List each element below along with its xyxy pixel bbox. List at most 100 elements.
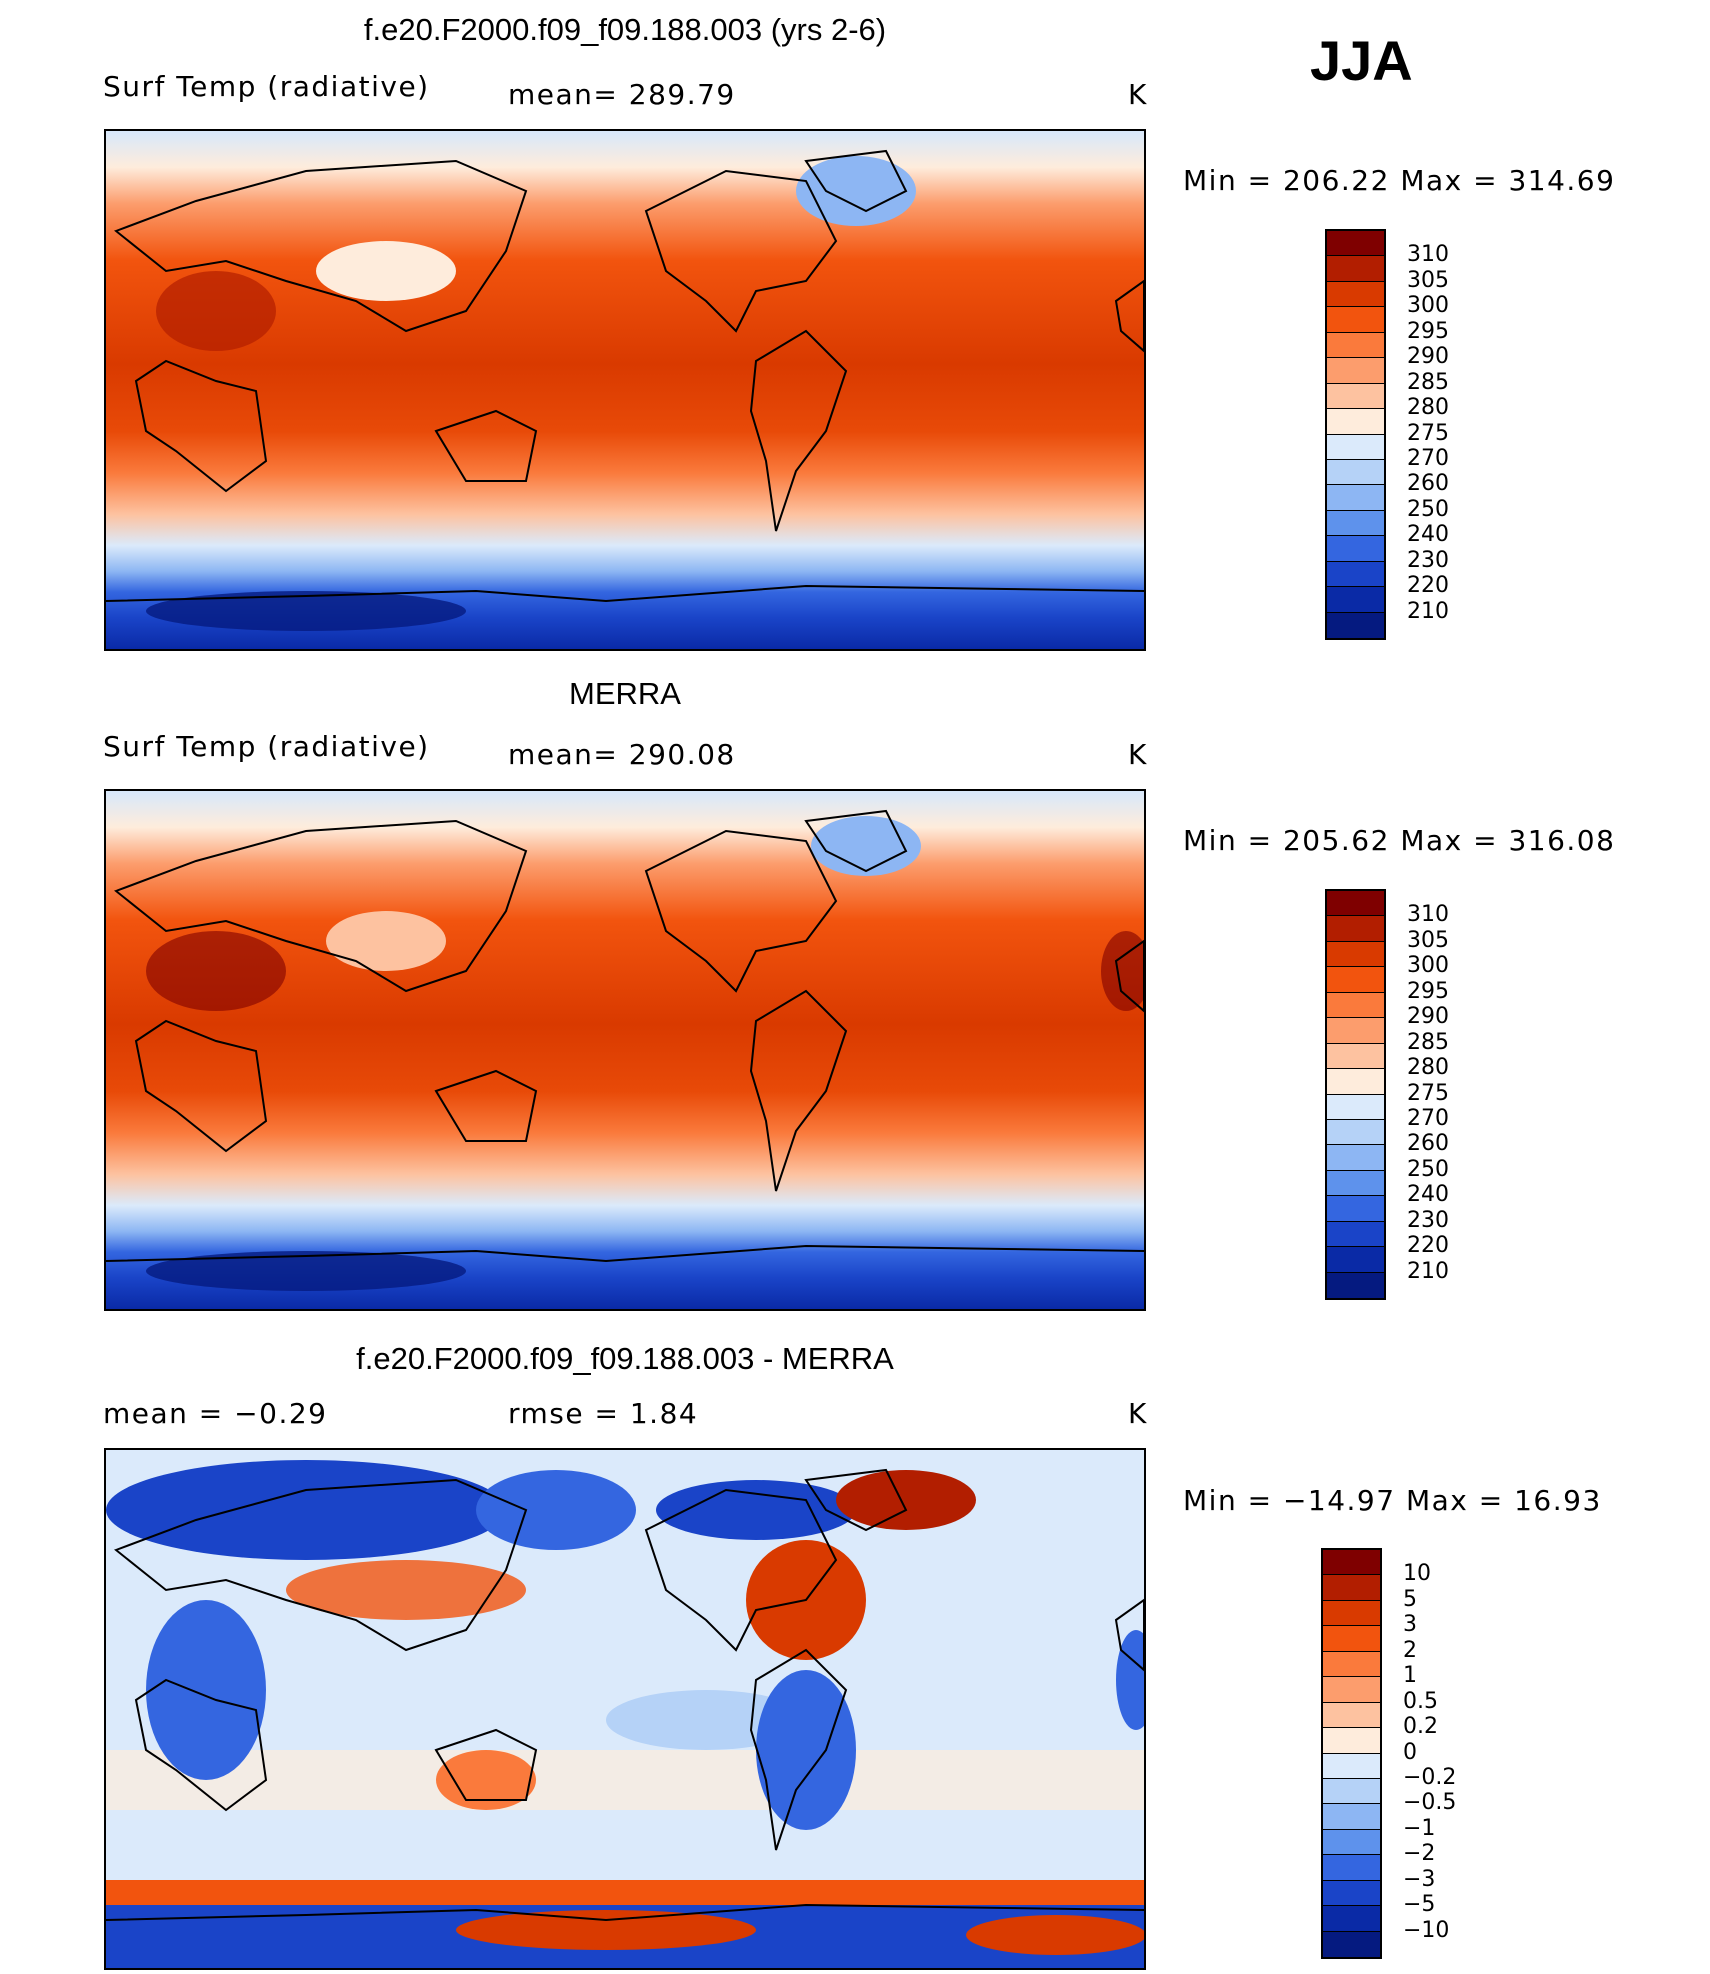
colorbar-box <box>1327 256 1384 282</box>
colorbar-box <box>1323 1600 1380 1627</box>
panel3-units: K <box>1128 1397 1148 1430</box>
season-label: JJA <box>1310 29 1413 92</box>
colorbar-label: 240 <box>1407 522 1449 548</box>
colorbar-box <box>1323 1778 1380 1805</box>
colorbar-label: 210 <box>1407 598 1449 624</box>
colorbar-label: 250 <box>1407 496 1449 522</box>
colorbar-label: 310 <box>1407 902 1449 928</box>
colorbar-box <box>1327 1043 1384 1070</box>
colorbar-label: 260 <box>1407 471 1449 497</box>
colorbar-label: −0.5 <box>1403 1790 1457 1816</box>
panel1-title: f.e20.F2000.f09_f09.188.003 (yrs 2-6) <box>363 12 887 47</box>
colorbar-label: −3 <box>1403 1866 1436 1892</box>
panel3-minmax: Min = −14.97 Max = 16.93 <box>1183 1484 1602 1517</box>
colorbar-box <box>1327 510 1384 537</box>
colorbar-label: 280 <box>1407 1055 1449 1081</box>
colorbar-box <box>1323 1651 1380 1678</box>
colorbar-label: 290 <box>1407 344 1449 370</box>
colorbar-box <box>1323 1677 1380 1703</box>
colorbar-label: 305 <box>1407 927 1449 953</box>
colorbar-box <box>1327 358 1384 384</box>
colorbar-box <box>1327 1272 1384 1298</box>
colorbar-box <box>1327 1094 1384 1120</box>
colorbar-label: 230 <box>1407 547 1449 573</box>
colorbar-box <box>1327 536 1384 562</box>
colorbar-box <box>1327 1069 1384 1095</box>
colorbar-box <box>1327 1170 1384 1197</box>
colorbar-box <box>1323 1626 1380 1652</box>
colorbar-label: −2 <box>1403 1841 1436 1867</box>
panel1-colorbar <box>1325 229 1386 640</box>
colorbar-box <box>1323 1855 1380 1881</box>
colorbar-box <box>1323 1753 1380 1779</box>
panel2-mean: mean= 290.08 <box>508 738 736 771</box>
colorbar-box <box>1323 1931 1380 1957</box>
colorbar-box <box>1327 231 1384 257</box>
colorbar-label: 0.2 <box>1403 1714 1438 1740</box>
colorbar-box <box>1327 891 1384 917</box>
colorbar-box <box>1327 434 1384 460</box>
colorbar-label: 260 <box>1407 1131 1449 1157</box>
colorbar-box <box>1323 1702 1380 1729</box>
colorbar-label: −1 <box>1403 1815 1436 1841</box>
panel2-title: MERRA <box>569 676 681 711</box>
colorbar-label: 295 <box>1407 978 1449 1004</box>
colorbar-box <box>1327 967 1384 993</box>
colorbar-label: 1 <box>1403 1663 1417 1689</box>
colorbar-box <box>1327 409 1384 435</box>
colorbar-label: 220 <box>1407 1233 1449 1259</box>
colorbar-box <box>1327 332 1384 359</box>
colorbar-box <box>1323 1829 1380 1856</box>
colorbar-label: 300 <box>1407 293 1449 319</box>
colorbar-box <box>1323 1575 1380 1601</box>
colorbar-label: 240 <box>1407 1182 1449 1208</box>
colorbar-box <box>1323 1906 1380 1932</box>
colorbar-label: 250 <box>1407 1156 1449 1182</box>
colorbar-label: 270 <box>1407 445 1449 471</box>
colorbar-label: 285 <box>1407 369 1449 395</box>
colorbar-label: 295 <box>1407 318 1449 344</box>
colorbar-box <box>1327 307 1384 333</box>
panel3-rmse: rmse = 1.84 <box>508 1397 699 1430</box>
panel1-minmax: Min = 206.22 Max = 314.69 <box>1183 164 1616 197</box>
colorbar-label: 300 <box>1407 953 1449 979</box>
colorbar-box <box>1323 1728 1380 1754</box>
colorbar-box <box>1327 1196 1384 1222</box>
colorbar-label: 3 <box>1403 1612 1417 1638</box>
colorbar-box <box>1327 1221 1384 1248</box>
panel1-units: K <box>1128 78 1148 111</box>
colorbar-label: 285 <box>1407 1029 1449 1055</box>
colorbar-label: 0.5 <box>1403 1688 1438 1714</box>
panel3-mean: mean = −0.29 <box>103 1397 328 1430</box>
panel3-map <box>104 1448 1146 1970</box>
colorbar-label: −5 <box>1403 1892 1436 1918</box>
colorbar-box <box>1327 612 1384 638</box>
panel3-title: f.e20.F2000.f09_f09.188.003 - MERRA <box>356 1341 894 1376</box>
colorbar-label: 310 <box>1407 242 1449 268</box>
colorbar-box <box>1323 1880 1380 1907</box>
colorbar-box <box>1327 992 1384 1019</box>
colorbar-label: 275 <box>1407 1080 1449 1106</box>
colorbar-label: 2 <box>1403 1637 1417 1663</box>
colorbar-box <box>1327 941 1384 968</box>
panel2-colorbar <box>1325 889 1386 1300</box>
colorbar-label: 290 <box>1407 1004 1449 1030</box>
colorbar-label: 275 <box>1407 420 1449 446</box>
colorbar-box <box>1323 1550 1380 1576</box>
colorbar-label: 5 <box>1403 1586 1417 1612</box>
panel2-map <box>104 789 1146 1311</box>
panel1-map <box>104 129 1146 651</box>
panel2-units: K <box>1128 738 1148 771</box>
coastlines <box>106 149 1144 603</box>
colorbar-label: 280 <box>1407 395 1449 421</box>
coastlines <box>106 1468 1144 1922</box>
colorbar-label: 210 <box>1407 1258 1449 1284</box>
colorbar-box <box>1327 1018 1384 1044</box>
colorbar-label: 220 <box>1407 573 1449 599</box>
colorbar-box <box>1327 916 1384 942</box>
colorbar-box <box>1327 281 1384 308</box>
colorbar-label: −10 <box>1403 1917 1450 1943</box>
colorbar-box <box>1323 1804 1380 1830</box>
colorbar-box <box>1327 1119 1384 1146</box>
colorbar-label: 270 <box>1407 1105 1449 1131</box>
